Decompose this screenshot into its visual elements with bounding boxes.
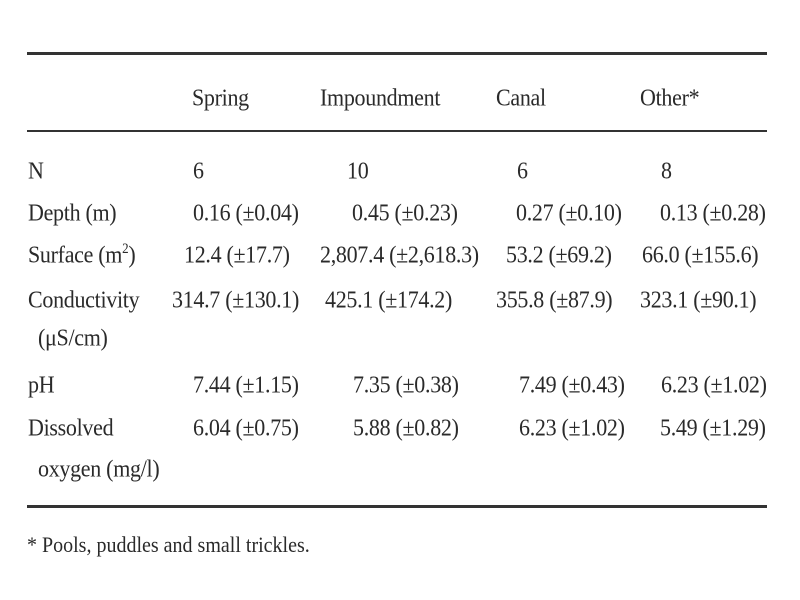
cell-depth-impoundment: 0.45 (±0.23)	[352, 198, 458, 226]
column-header-canal: Canal	[496, 83, 546, 111]
cell-ph-impoundment: 7.35 (±0.38)	[353, 370, 459, 398]
header-rule	[27, 130, 767, 132]
surface-label-superscript: 2	[122, 239, 129, 257]
column-header-impoundment: Impoundment	[320, 83, 441, 111]
row-label-surface: Surface (m2)	[28, 239, 136, 269]
cell-n-canal: 6	[517, 156, 528, 184]
column-header-other: Other*	[640, 83, 700, 111]
cell-n-other: 8	[661, 156, 672, 184]
cell-oxygen-impoundment: 5.88 (±0.82)	[353, 413, 459, 441]
row-label-ph: pH	[28, 370, 55, 398]
cell-ph-other: 6.23 (±1.02)	[661, 370, 767, 398]
cell-surface-other: 66.0 (±155.6)	[642, 240, 759, 268]
top-rule	[27, 52, 767, 55]
cell-surface-impoundment: 2,807.4 (±2,618.3)	[320, 240, 479, 268]
cell-depth-canal: 0.27 (±0.10)	[516, 198, 622, 226]
cell-oxygen-canal: 6.23 (±1.02)	[519, 413, 625, 441]
row-label-depth: Depth (m)	[28, 198, 117, 226]
cell-n-impoundment: 10	[347, 156, 369, 184]
cell-ph-canal: 7.49 (±0.43)	[519, 370, 625, 398]
cell-n-spring: 6	[193, 156, 204, 184]
table-footnote: * Pools, puddles and small trickles.	[27, 533, 310, 558]
cell-oxygen-other: 5.49 (±1.29)	[660, 413, 766, 441]
cell-surface-canal: 53.2 (±69.2)	[506, 240, 612, 268]
row-label-conductivity-unit: (μS/cm)	[38, 323, 108, 351]
cell-surface-spring: 12.4 (±17.7)	[184, 240, 290, 268]
cell-conductivity-spring: 314.7 (±130.1)	[172, 285, 300, 313]
row-label-dissolved: Dissolved	[28, 413, 114, 441]
cell-oxygen-spring: 6.04 (±0.75)	[193, 413, 299, 441]
cell-conductivity-canal: 355.8 (±87.9)	[496, 285, 613, 313]
cell-conductivity-impoundment: 425.1 (±174.2)	[325, 285, 453, 313]
cell-depth-other: 0.13 (±0.28)	[660, 198, 766, 226]
cell-depth-spring: 0.16 (±0.04)	[193, 198, 299, 226]
surface-label-close: )	[128, 240, 136, 268]
row-label-n: N	[28, 156, 44, 184]
row-label-conductivity: Conductivity	[28, 285, 140, 313]
surface-label-text: Surface (m	[28, 240, 123, 268]
cell-ph-spring: 7.44 (±1.15)	[193, 370, 299, 398]
bottom-rule	[27, 505, 767, 508]
column-header-spring: Spring	[192, 83, 249, 111]
row-label-dissolved-unit: oxygen (mg/l)	[38, 454, 160, 482]
cell-conductivity-other: 323.1 (±90.1)	[640, 285, 757, 313]
